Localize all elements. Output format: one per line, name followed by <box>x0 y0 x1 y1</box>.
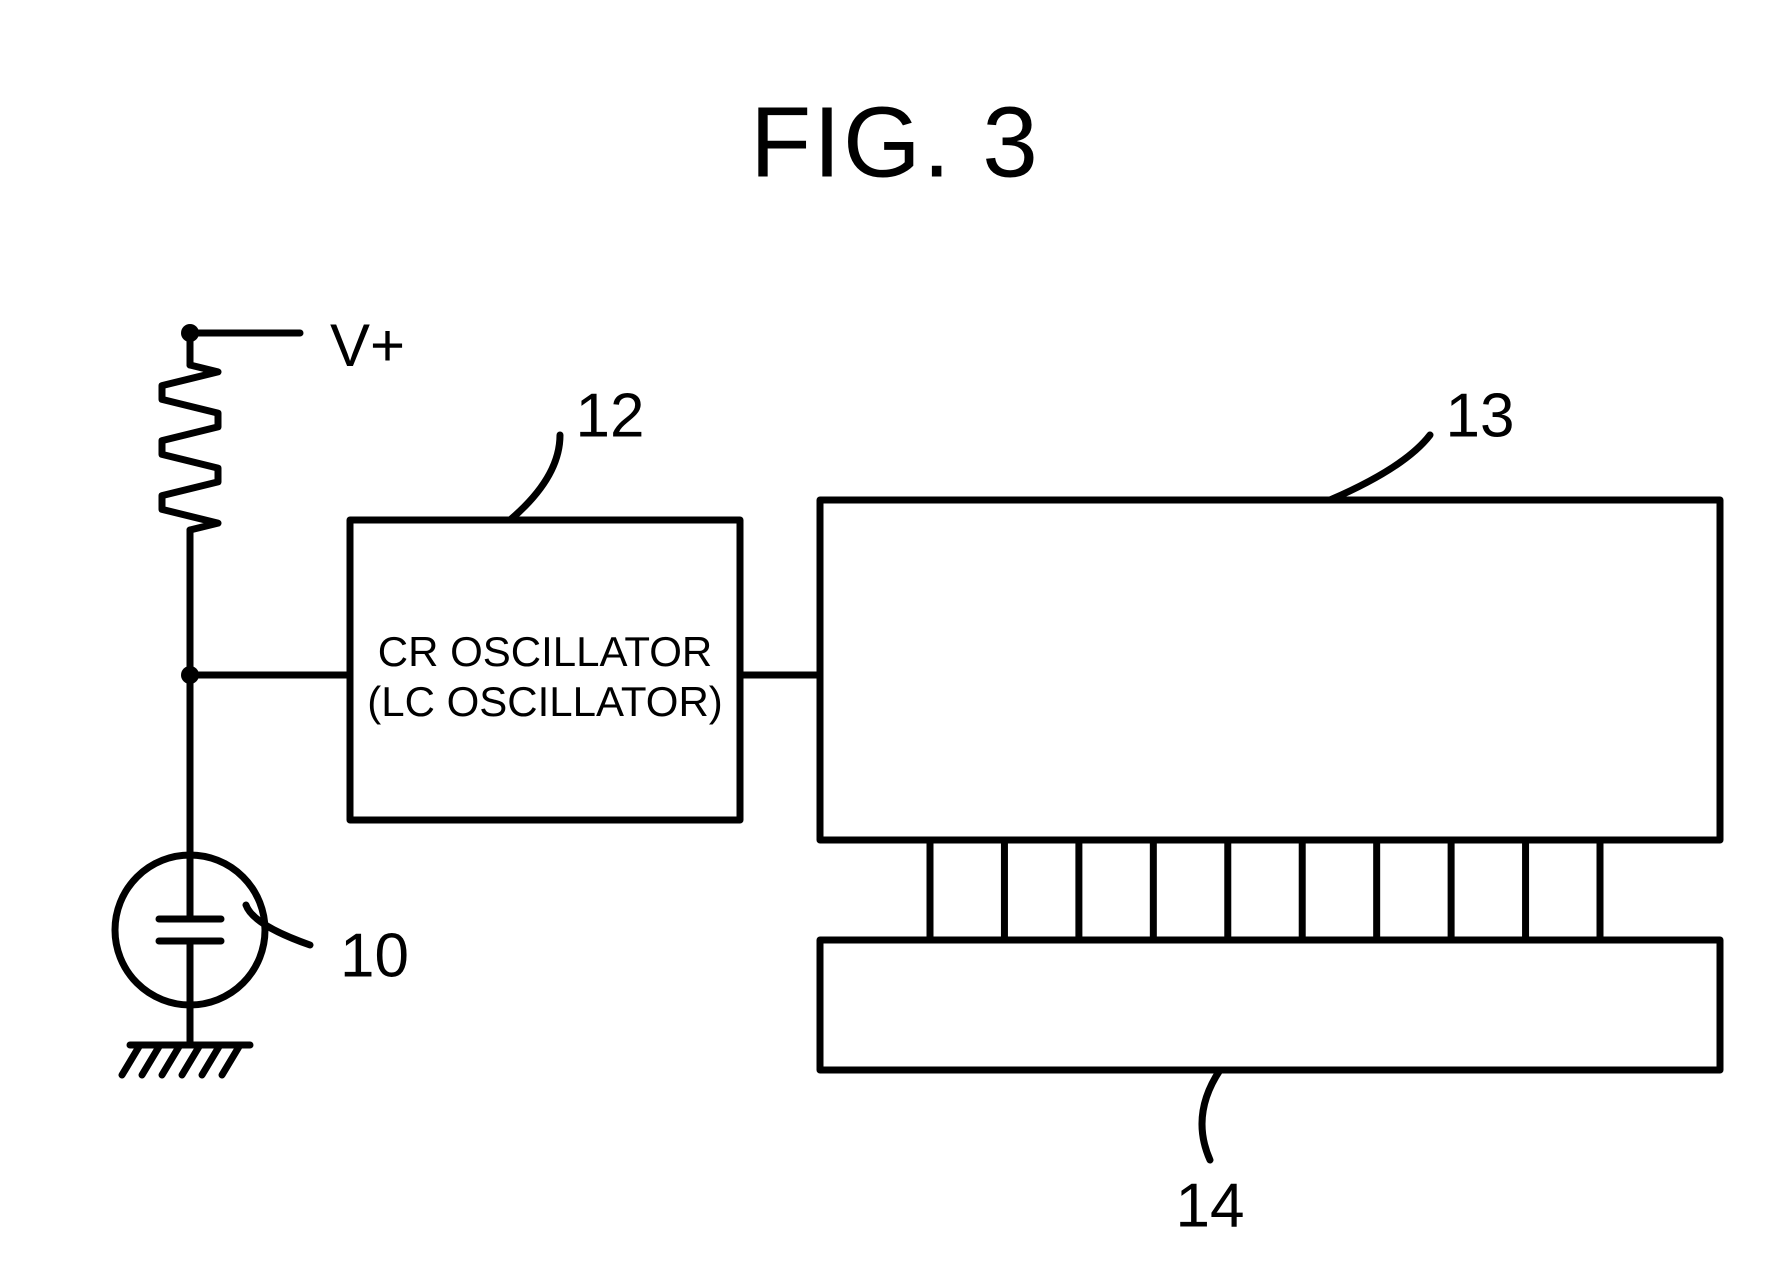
ref-13: 13 <box>1446 381 1515 450</box>
oscillator-label-2: (LC OSCILLATOR) <box>367 678 723 725</box>
driver-block <box>820 500 1720 840</box>
circuit-diagram: FIG. 3 V+ CR OSCILLATOR(LC OSCILLATOR) 12 13… <box>0 0 1790 1267</box>
ref-10: 10 <box>340 921 409 990</box>
figure-title: FIG. 3 <box>750 86 1040 198</box>
v-plus-label: V+ <box>330 312 405 379</box>
resistor <box>162 365 218 530</box>
ref-12: 12 <box>576 381 645 450</box>
ref-14: 14 <box>1176 1171 1245 1240</box>
display-panel <box>820 940 1720 1070</box>
oscillator-label-1: CR OSCILLATOR <box>378 628 713 675</box>
